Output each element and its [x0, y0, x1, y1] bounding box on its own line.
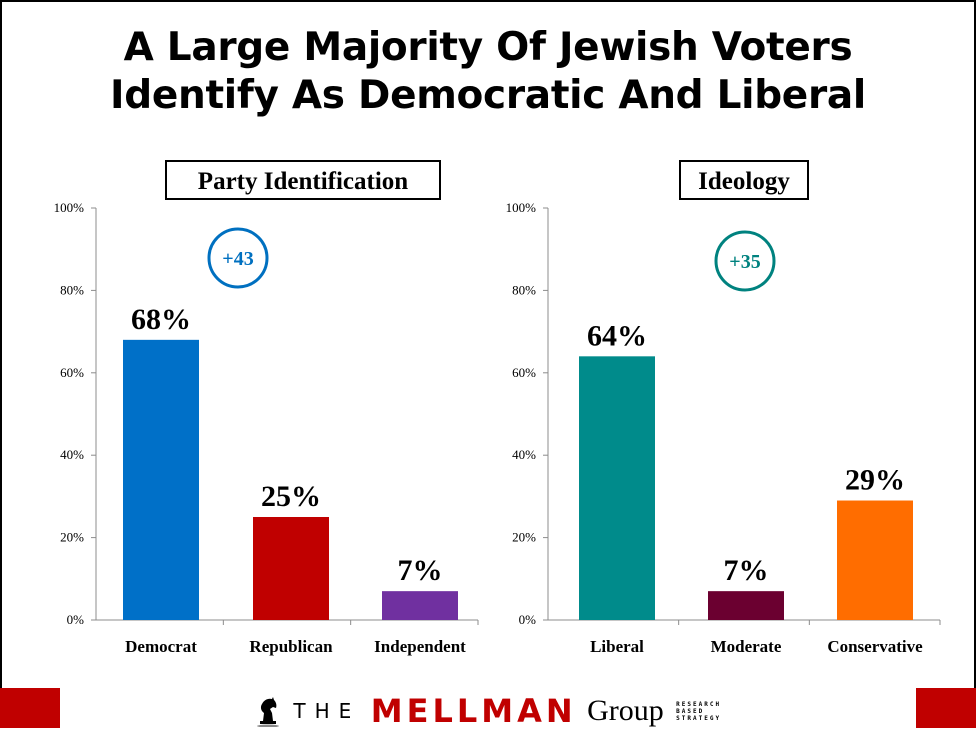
- footer-bar: THE MELLMAN Group RESEARCH BASED STRATEG…: [0, 688, 976, 730]
- ideology-bar-liberal: [579, 356, 655, 620]
- slide-title-line-1: A Large Majority Of Jewish Voters: [123, 25, 853, 70]
- party-chart-title: Party Identification: [165, 160, 441, 200]
- logo-mellman: MELLMAN: [370, 692, 577, 730]
- ideology-margin-badge-label: +35: [729, 251, 760, 273]
- mellman-group-logo: THE MELLMAN Group RESEARCH BASED STRATEG…: [0, 692, 976, 730]
- ideology-margin-badge-circle: [714, 230, 776, 292]
- ideology-y-tick-label: 0%: [519, 612, 537, 627]
- ideology-y-tick-label: 20%: [512, 530, 536, 545]
- party-category-label: Independent: [374, 637, 466, 656]
- party-y-tick-label: 40%: [60, 447, 84, 462]
- ideology-chart-title: Ideology: [679, 160, 809, 200]
- slide-title-line-2: Identify As Democratic And Liberal: [110, 73, 866, 118]
- party-data-label: 25%: [261, 480, 321, 513]
- tagline-research: RESEARCH: [676, 700, 722, 708]
- party-bar-republican: [253, 517, 329, 620]
- party-y-tick-label: 20%: [60, 530, 84, 545]
- ideology-category-label: Moderate: [711, 637, 782, 656]
- charts-canvas: 0% 20% 40% 60% 80% 100% 68% Democrat 25% Republic…: [54, 200, 941, 656]
- party-margin-badge-circle: [207, 227, 269, 289]
- party-data-label: 7%: [398, 554, 443, 587]
- party-data-label: 68%: [131, 303, 191, 336]
- ideology-y-tick-label: 60%: [512, 365, 536, 380]
- ideology-data-label: 29%: [845, 464, 905, 497]
- ideology-chart: 0% 20% 40% 60% 80% 100% 64% Liberal 7% Moderate 29…: [506, 200, 941, 656]
- ideology-y-tick-label: 100%: [506, 200, 537, 215]
- ideology-y-tick-label: 40%: [512, 447, 536, 462]
- party-y-tick-label: 80%: [60, 282, 84, 297]
- logo-group: Group: [587, 694, 664, 727]
- party-category-label: Republican: [249, 637, 333, 656]
- ideology-data-label: 64%: [587, 319, 647, 352]
- slide-title: A Large Majority Of Jewish Voters Identi…: [0, 24, 976, 120]
- party-bar-democrat: [123, 339, 199, 620]
- party-identification-chart: 0% 20% 40% 60% 80% 100% 68% Democrat 25% Republic…: [54, 200, 479, 656]
- footer-accent-right: [916, 688, 976, 728]
- tagline-strategy: STRATEGY: [676, 714, 722, 722]
- party-category-label: Democrat: [125, 637, 197, 656]
- party-bar-independent: [382, 591, 458, 620]
- party-y-tick-label: 60%: [60, 365, 84, 380]
- logo-the: THE: [293, 699, 361, 723]
- ideology-bar-conservative: [837, 500, 913, 620]
- ideology-bar-moderate: [708, 591, 784, 620]
- logo-tagline: RESEARCH BASED STRATEGY: [676, 701, 721, 722]
- ideology-data-label: 7%: [724, 554, 769, 587]
- footer-accent-left: [0, 688, 60, 728]
- ideology-category-label: Liberal: [590, 637, 644, 656]
- party-margin-badge-label: +43: [222, 248, 253, 270]
- ideology-category-label: Conservative: [827, 637, 923, 656]
- party-y-tick-label: 100%: [54, 200, 85, 215]
- chess-knight-icon: [256, 697, 279, 727]
- tagline-based: BASED: [676, 707, 705, 715]
- party-y-tick-label: 0%: [67, 612, 85, 627]
- ideology-y-tick-label: 80%: [512, 282, 536, 297]
